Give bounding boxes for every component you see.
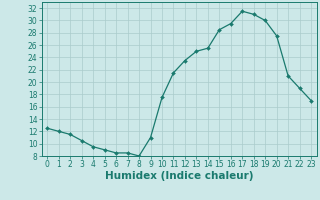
X-axis label: Humidex (Indice chaleur): Humidex (Indice chaleur) — [105, 171, 253, 181]
